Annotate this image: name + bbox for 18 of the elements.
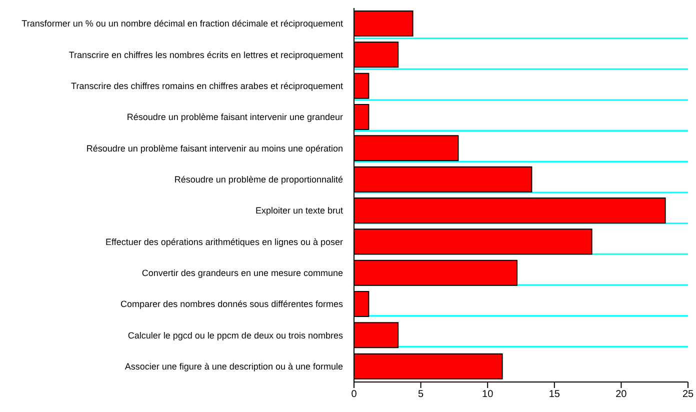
y-tick-label: Résoudre un problème de proportionnalité: [174, 174, 343, 184]
y-tick-label: Comparer des nombres donnés sous différentes formes: [120, 299, 344, 310]
x-tick-label: 5: [418, 389, 424, 400]
y-tick-label: Transcrire des chiffres romains en chiffres arabes et réciproquement: [71, 80, 344, 91]
x-tick-label: 10: [482, 389, 494, 400]
x-tick-label: 25: [682, 389, 694, 400]
y-tick-label: Calculer le pgcd ou le ppcm de deux ou trois nombres: [128, 330, 344, 340]
x-tick-label: 20: [616, 389, 628, 400]
y-tick-label: Résoudre un problème faisant intervenir une grandeur: [126, 112, 343, 122]
y-tick-label: Associer une figure à une description ou à une formule: [124, 361, 343, 372]
x-tick-label: 0: [351, 389, 358, 400]
y-tick-label: Convertir des grandeurs en une mesure commune: [142, 268, 343, 278]
y-tick-label: Transformer un % ou un nombre décimal en fraction décimale et réciproquement: [22, 18, 344, 29]
y-tick-label: Résoudre un problème faisant intervenir au moins une opération: [86, 143, 343, 154]
y-tick-label: Effectuer des opérations arithmétiques en lignes ou à poser: [106, 236, 343, 247]
y-tick-label: Transcrire en chiffres les nombres écrits en lettres et reciproquement: [68, 50, 344, 60]
x-tick-label: 15: [548, 389, 560, 400]
y-tick-label: Exploiter un texte brut: [255, 206, 344, 216]
